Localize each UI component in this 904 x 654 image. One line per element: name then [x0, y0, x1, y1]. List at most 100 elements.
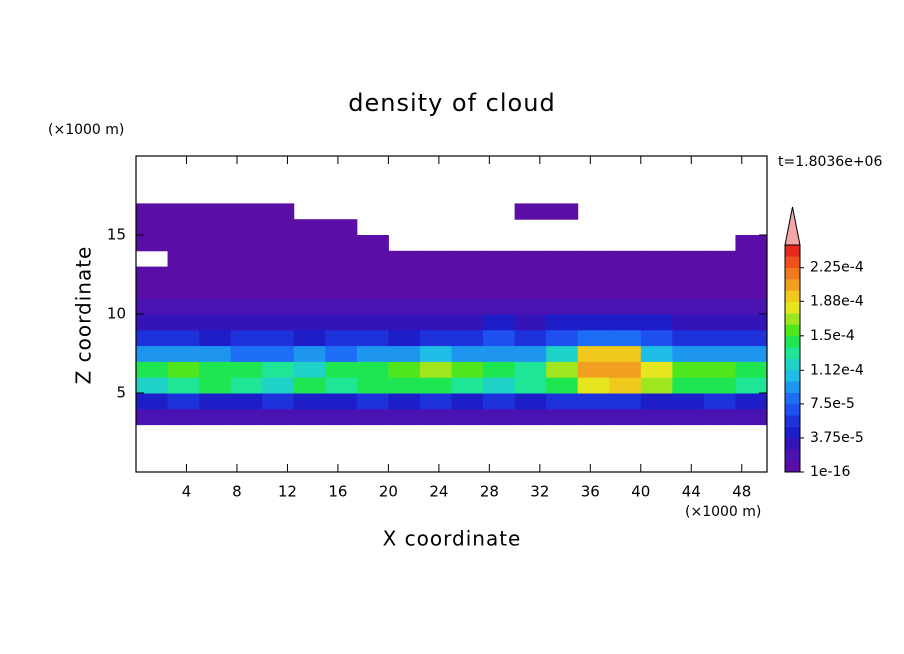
contour-cell: [262, 314, 295, 331]
colorbar-band: [785, 335, 800, 348]
contour-cell: [546, 329, 579, 347]
x-tick-label: 32: [530, 483, 549, 501]
contour-cell: [167, 361, 200, 378]
contour-cell: [451, 361, 484, 378]
contour-cell: [167, 266, 200, 283]
contour-cell: [199, 235, 232, 252]
contour-cell: [293, 345, 326, 362]
contour-cell: [167, 329, 200, 347]
contour-cell: [514, 266, 547, 283]
contour-cell: [136, 393, 169, 410]
contour-cell: [419, 393, 452, 410]
contour-cell: [514, 314, 547, 331]
contour-cell: [483, 314, 516, 331]
contour-cell: [167, 298, 200, 315]
contour-cell: [451, 377, 484, 394]
colorbar-band: [785, 313, 800, 325]
contour-cell: [735, 377, 768, 394]
contour-cell: [609, 345, 642, 362]
contour-cell: [199, 361, 232, 378]
contour-cell: [262, 282, 295, 299]
contour-cell: [136, 377, 169, 394]
contour-cell: [356, 298, 389, 315]
contour-cell: [609, 266, 642, 283]
contour-cell: [230, 203, 263, 220]
contour-cell: [230, 266, 263, 283]
contour-cell: [356, 408, 389, 426]
contour-cell: [514, 250, 547, 268]
colorbar-band: [785, 415, 800, 427]
colorbar-band: [785, 301, 800, 314]
contour-cell: [262, 298, 295, 315]
chart-title: density of cloud: [348, 89, 555, 117]
contour-cell: [388, 393, 421, 410]
colorbar-band: [785, 256, 800, 268]
contour-cell: [577, 361, 610, 378]
y-axis-label: Z coordinate: [72, 246, 96, 385]
contour-cell: [136, 361, 169, 378]
contour-cell: [735, 345, 768, 362]
contour-cell: [577, 314, 610, 331]
contour-cell: [230, 361, 263, 378]
contour-cell: [419, 250, 452, 268]
colorbar-band: [785, 290, 800, 303]
x-tick-label: 12: [278, 483, 297, 501]
contour-cell: [703, 282, 736, 299]
contour-cell: [262, 219, 295, 236]
contour-cell: [451, 408, 484, 426]
contour-cell: [640, 329, 673, 347]
colorbar-over: [784, 206, 801, 246]
contour-cell: [609, 329, 642, 347]
contour-cell: [419, 345, 452, 362]
x-tick-label: 44: [682, 483, 701, 501]
contour-cell: [230, 393, 263, 410]
contour-cell: [514, 408, 547, 426]
contour-cell: [356, 329, 389, 347]
contour-cell: [136, 235, 169, 252]
contour-cell: [230, 250, 263, 268]
contour-cell: [356, 235, 389, 252]
contour-cell: [451, 393, 484, 410]
contour-cell: [388, 314, 421, 331]
contour-cell: [293, 298, 326, 315]
contour-cell: [514, 282, 547, 299]
contour-cell: [609, 298, 642, 315]
contour-cell: [419, 298, 452, 315]
contour-cell: [167, 377, 200, 394]
colorbar-label: 1.88e-4: [810, 293, 864, 309]
contour-cell: [703, 345, 736, 362]
contour-cell: [230, 282, 263, 299]
contour-cell: [419, 377, 452, 394]
contour-cell: [167, 250, 200, 268]
contour-cell: [514, 345, 547, 362]
contour-cell: [356, 314, 389, 331]
contour-cell: [483, 345, 516, 362]
contour-cell: [483, 266, 516, 283]
contour-cell: [199, 266, 232, 283]
contour-cell: [672, 345, 705, 362]
contour-cell: [262, 266, 295, 283]
contour-cell: [483, 282, 516, 299]
contour-cell: [356, 361, 389, 378]
contour-cell: [735, 282, 768, 299]
contour-cell: [199, 203, 232, 220]
contour-cell: [451, 329, 484, 347]
contour-cell: [703, 377, 736, 394]
contour-cell: [546, 361, 579, 378]
contour-cell: [672, 408, 705, 426]
contour-cell: [262, 361, 295, 378]
contour-cell: [577, 250, 610, 268]
y-tick-label: 15: [107, 226, 126, 244]
contour-cell: [735, 314, 768, 331]
contour-cell: [451, 282, 484, 299]
contour-cell: [388, 408, 421, 426]
contour-cell: [136, 266, 169, 283]
contour-cell: [325, 266, 358, 283]
x-tick-label: 36: [581, 483, 600, 501]
contour-cell: [199, 314, 232, 331]
contour-cell: [167, 345, 200, 362]
contour-cell: [640, 298, 673, 315]
contour-cell: [577, 266, 610, 283]
contour-cell: [703, 250, 736, 268]
